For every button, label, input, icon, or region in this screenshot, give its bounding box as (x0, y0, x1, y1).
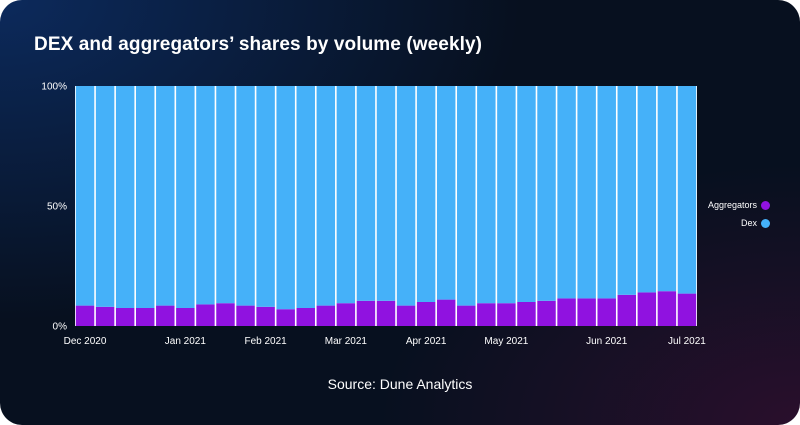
x-tick-label: Apr 2021 (406, 336, 447, 347)
bar-dex[interactable] (276, 86, 295, 310)
bar-dex[interactable] (156, 86, 175, 306)
bar-aggregators[interactable] (497, 303, 516, 326)
bar-aggregators[interactable] (416, 302, 436, 326)
bar-dex[interactable] (497, 86, 516, 304)
bar-dex[interactable] (236, 86, 255, 306)
bar-aggregators[interactable] (517, 302, 536, 326)
bar-aggregators[interactable] (356, 300, 376, 326)
bar-dex[interactable] (657, 86, 677, 292)
bar-aggregators[interactable] (457, 305, 476, 326)
bar-aggregators[interactable] (256, 306, 275, 326)
bar-dex[interactable] (356, 86, 376, 301)
x-tick-label: Dec 2020 (64, 336, 107, 347)
bar-aggregators[interactable] (196, 304, 215, 326)
bar-aggregators[interactable] (135, 308, 155, 326)
bar-dex[interactable] (75, 86, 95, 306)
bar-dex[interactable] (336, 86, 356, 304)
bar-dex[interactable] (316, 86, 336, 306)
y-tick-label: 100% (41, 82, 67, 93)
bar-dex[interactable] (95, 86, 115, 307)
x-tick-label: Jan 2021 (165, 336, 207, 347)
x-tick-label: Jun 2021 (586, 336, 628, 347)
bar-aggregators[interactable] (95, 306, 115, 326)
legend-swatch-aggregators (761, 200, 770, 210)
bar-dex[interactable] (617, 86, 637, 295)
bar-dex[interactable] (436, 86, 456, 300)
bar-aggregators[interactable] (637, 292, 657, 326)
bar-aggregators[interactable] (216, 303, 235, 326)
bar-aggregators[interactable] (75, 305, 95, 326)
bar-dex[interactable] (537, 86, 556, 301)
x-tick-label: May 2021 (484, 336, 528, 347)
chart-title: DEX and aggregators’ shares by volume (w… (34, 34, 483, 55)
bar-dex[interactable] (296, 86, 315, 308)
bar-aggregators[interactable] (316, 305, 336, 326)
y-tick-label: 50% (47, 202, 67, 213)
bar-aggregators[interactable] (115, 308, 135, 326)
legend-label-dex: Dex (740, 218, 757, 228)
x-tick-label: Mar 2021 (325, 336, 368, 347)
bar-aggregators[interactable] (296, 308, 315, 326)
bar-dex[interactable] (457, 86, 476, 306)
bar-aggregators[interactable] (176, 308, 195, 326)
bar-dex[interactable] (557, 86, 576, 299)
legend-item-dex[interactable]: Dex (700, 214, 770, 232)
legend-item-aggregators[interactable]: Aggregators (700, 196, 770, 214)
bar-dex[interactable] (677, 86, 697, 294)
bar-dex[interactable] (477, 86, 496, 304)
bar-aggregators[interactable] (236, 305, 255, 326)
x-tick-label: Feb 2021 (244, 336, 287, 347)
bar-dex[interactable] (216, 86, 235, 304)
bar-aggregators[interactable] (376, 300, 396, 326)
bar-aggregators[interactable] (677, 293, 697, 326)
bar-dex[interactable] (577, 86, 596, 299)
bar-dex[interactable] (115, 86, 135, 308)
bar-dex[interactable] (176, 86, 195, 308)
bar-aggregators[interactable] (557, 298, 576, 326)
bar-aggregators[interactable] (396, 305, 416, 326)
legend: Aggregators Dex (700, 196, 770, 232)
bar-dex[interactable] (135, 86, 155, 308)
bar-dex[interactable] (416, 86, 436, 302)
source-caption: Source: Dune Analytics (327, 376, 473, 392)
bar-aggregators[interactable] (276, 309, 295, 326)
x-tick-label: Jul 2021 (668, 336, 706, 347)
bar-aggregators[interactable] (577, 298, 596, 326)
bar-aggregators[interactable] (156, 305, 175, 326)
legend-swatch-dex (761, 218, 770, 228)
bar-dex[interactable] (597, 86, 616, 299)
bar-dex[interactable] (517, 86, 536, 302)
bar-aggregators[interactable] (657, 291, 677, 326)
bar-aggregators[interactable] (537, 300, 556, 326)
bar-dex[interactable] (396, 86, 416, 306)
bar-dex[interactable] (196, 86, 215, 305)
bar-aggregators[interactable] (597, 298, 616, 326)
bar-aggregators[interactable] (436, 299, 456, 326)
legend-label-aggregators: Aggregators (707, 200, 757, 210)
bar-aggregators[interactable] (336, 303, 356, 326)
bar-aggregators[interactable] (477, 303, 496, 326)
y-tick-label: 0% (53, 322, 68, 333)
bar-aggregators[interactable] (617, 294, 637, 326)
bar-dex[interactable] (256, 86, 275, 307)
bar-dex[interactable] (637, 86, 657, 293)
bar-dex[interactable] (376, 86, 396, 301)
